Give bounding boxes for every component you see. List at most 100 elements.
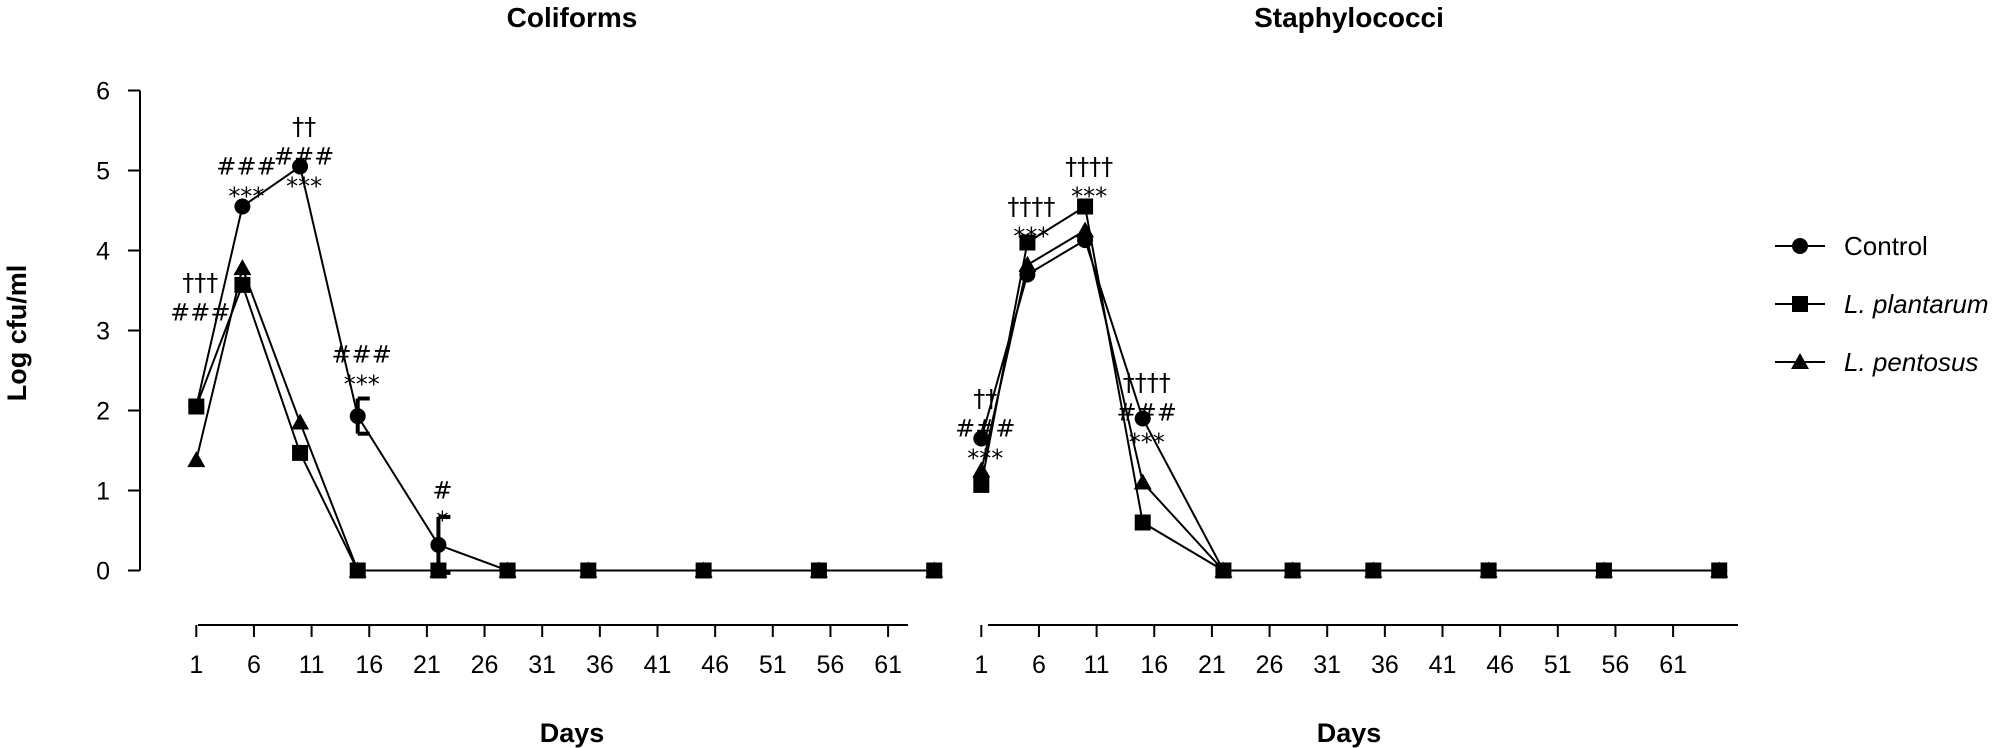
data-point xyxy=(925,561,944,578)
x-tick-label: 1 xyxy=(189,651,203,679)
legend-label: Control xyxy=(1844,231,1928,261)
data-point xyxy=(1283,561,1302,578)
x-axis-label: Days xyxy=(1317,718,1382,748)
data-point xyxy=(429,561,448,578)
significance-label: *** xyxy=(286,173,322,201)
significance-label: *** xyxy=(967,445,1003,473)
data-point xyxy=(1710,561,1729,578)
significance-label: ### xyxy=(216,153,276,181)
series-line xyxy=(195,264,935,572)
significance-label: ### xyxy=(274,143,334,171)
legend-marker xyxy=(1791,353,1809,369)
x-tick-label: 56 xyxy=(1602,651,1630,679)
x-tick-label: 11 xyxy=(1084,651,1110,679)
data-point xyxy=(1214,561,1233,578)
x-tick-label: 56 xyxy=(817,651,845,679)
data-point xyxy=(1018,255,1037,272)
significance-label: # xyxy=(432,477,452,505)
legend-item: Control xyxy=(1775,231,1928,261)
legend-item: L. pentosus xyxy=(1775,347,1978,377)
y-tick-label: 3 xyxy=(96,318,110,346)
data-point xyxy=(234,198,251,215)
significance-label: * xyxy=(436,507,448,535)
x-tick-label: 11 xyxy=(299,651,325,679)
data-point xyxy=(1133,473,1152,490)
data-point xyxy=(1364,561,1383,578)
x-tick-label: 31 xyxy=(1313,651,1341,679)
data-point xyxy=(348,561,367,578)
x-tick-label: 51 xyxy=(1544,651,1572,679)
x-tick-label: 26 xyxy=(471,651,499,679)
significance-label: ### xyxy=(332,341,392,369)
x-tick-label: 26 xyxy=(1256,651,1284,679)
x-tick-label: 21 xyxy=(413,651,441,679)
y-tick-label: 1 xyxy=(96,478,110,506)
x-tick-label: 41 xyxy=(1429,651,1457,679)
data-point xyxy=(1076,221,1095,238)
significance-label: *** xyxy=(1071,183,1107,211)
significance-label: ### xyxy=(170,299,230,327)
chart-title: Staphylococci xyxy=(1254,2,1444,33)
x-axis-label: Days xyxy=(540,718,605,748)
data-point xyxy=(498,561,517,578)
data-point xyxy=(430,536,447,553)
series-control xyxy=(973,232,1728,579)
x-tick-label: 21 xyxy=(1198,651,1226,679)
data-point xyxy=(291,413,310,430)
legend-item: L. plantarum xyxy=(1775,289,1989,319)
y-axis: 0 1 2 3 4 5 6 xyxy=(96,78,141,586)
data-point xyxy=(292,158,309,175)
data-point xyxy=(1077,198,1094,215)
significance-label: †††† xyxy=(1007,193,1055,221)
y-tick-label: 4 xyxy=(96,238,110,266)
significance-label: *** xyxy=(228,183,264,211)
significance-label: *** xyxy=(344,371,380,399)
significance-label: ### xyxy=(955,415,1015,443)
data-point xyxy=(1134,410,1151,427)
data-point xyxy=(1134,514,1151,531)
significance-label: ### xyxy=(1117,399,1177,427)
significance-label: †† xyxy=(292,113,316,141)
series-l-plantarum xyxy=(973,198,1728,579)
y-axis-label: Log cfu/ml xyxy=(2,265,32,402)
x-tick-label: 51 xyxy=(759,651,787,679)
x-tick-label: 46 xyxy=(1486,651,1514,679)
x-tick-label: 61 xyxy=(1659,651,1687,679)
data-point xyxy=(1479,561,1498,578)
y-tick-label: 6 xyxy=(96,78,110,106)
significance-label: †††† xyxy=(1065,153,1113,181)
x-tick-label: 6 xyxy=(247,651,261,679)
x-tick-label: 1 xyxy=(974,651,988,679)
legend-marker xyxy=(1792,238,1808,254)
x-tick-label: 31 xyxy=(528,651,556,679)
data-point xyxy=(233,259,252,276)
data-point xyxy=(973,430,990,447)
x-tick-label: 46 xyxy=(701,651,729,679)
x-axis: 1 6 11 16 21 26 31 36 41 46 51 56 61 xyxy=(189,624,908,679)
significance-label: *** xyxy=(1013,223,1049,251)
x-tick-label: 61 xyxy=(874,651,902,679)
data-point xyxy=(694,561,713,578)
data-point xyxy=(1019,234,1036,251)
series-l-pentosus xyxy=(972,221,1729,578)
series-line xyxy=(195,164,935,572)
significance-label: *** xyxy=(1129,429,1165,457)
x-axis: 1 6 11 16 21 26 31 36 41 46 51 56 61 xyxy=(974,624,1738,679)
significance-label: †† xyxy=(973,385,997,413)
data-point xyxy=(973,476,990,493)
data-point xyxy=(809,561,828,578)
data-point xyxy=(187,451,206,468)
x-tick-label: 36 xyxy=(586,651,614,679)
data-point xyxy=(1594,561,1613,578)
staphylococci-panel: Staphylococci Days 1 6 11 16 21 26 31 36 41 46 51 5… xyxy=(955,2,1738,748)
series-line xyxy=(980,228,1720,572)
x-tick-label: 41 xyxy=(644,651,672,679)
significance-annotations: ††###***††††***††††***††††###*** xyxy=(955,153,1177,473)
y-tick-label: 5 xyxy=(96,158,110,186)
significance-label: †††† xyxy=(1123,369,1171,397)
legend-marker xyxy=(1792,296,1808,312)
legend: Control L. plantarum L. pentosus xyxy=(1775,231,1989,377)
y-tick-label: 0 xyxy=(96,558,110,586)
data-point xyxy=(292,444,309,461)
